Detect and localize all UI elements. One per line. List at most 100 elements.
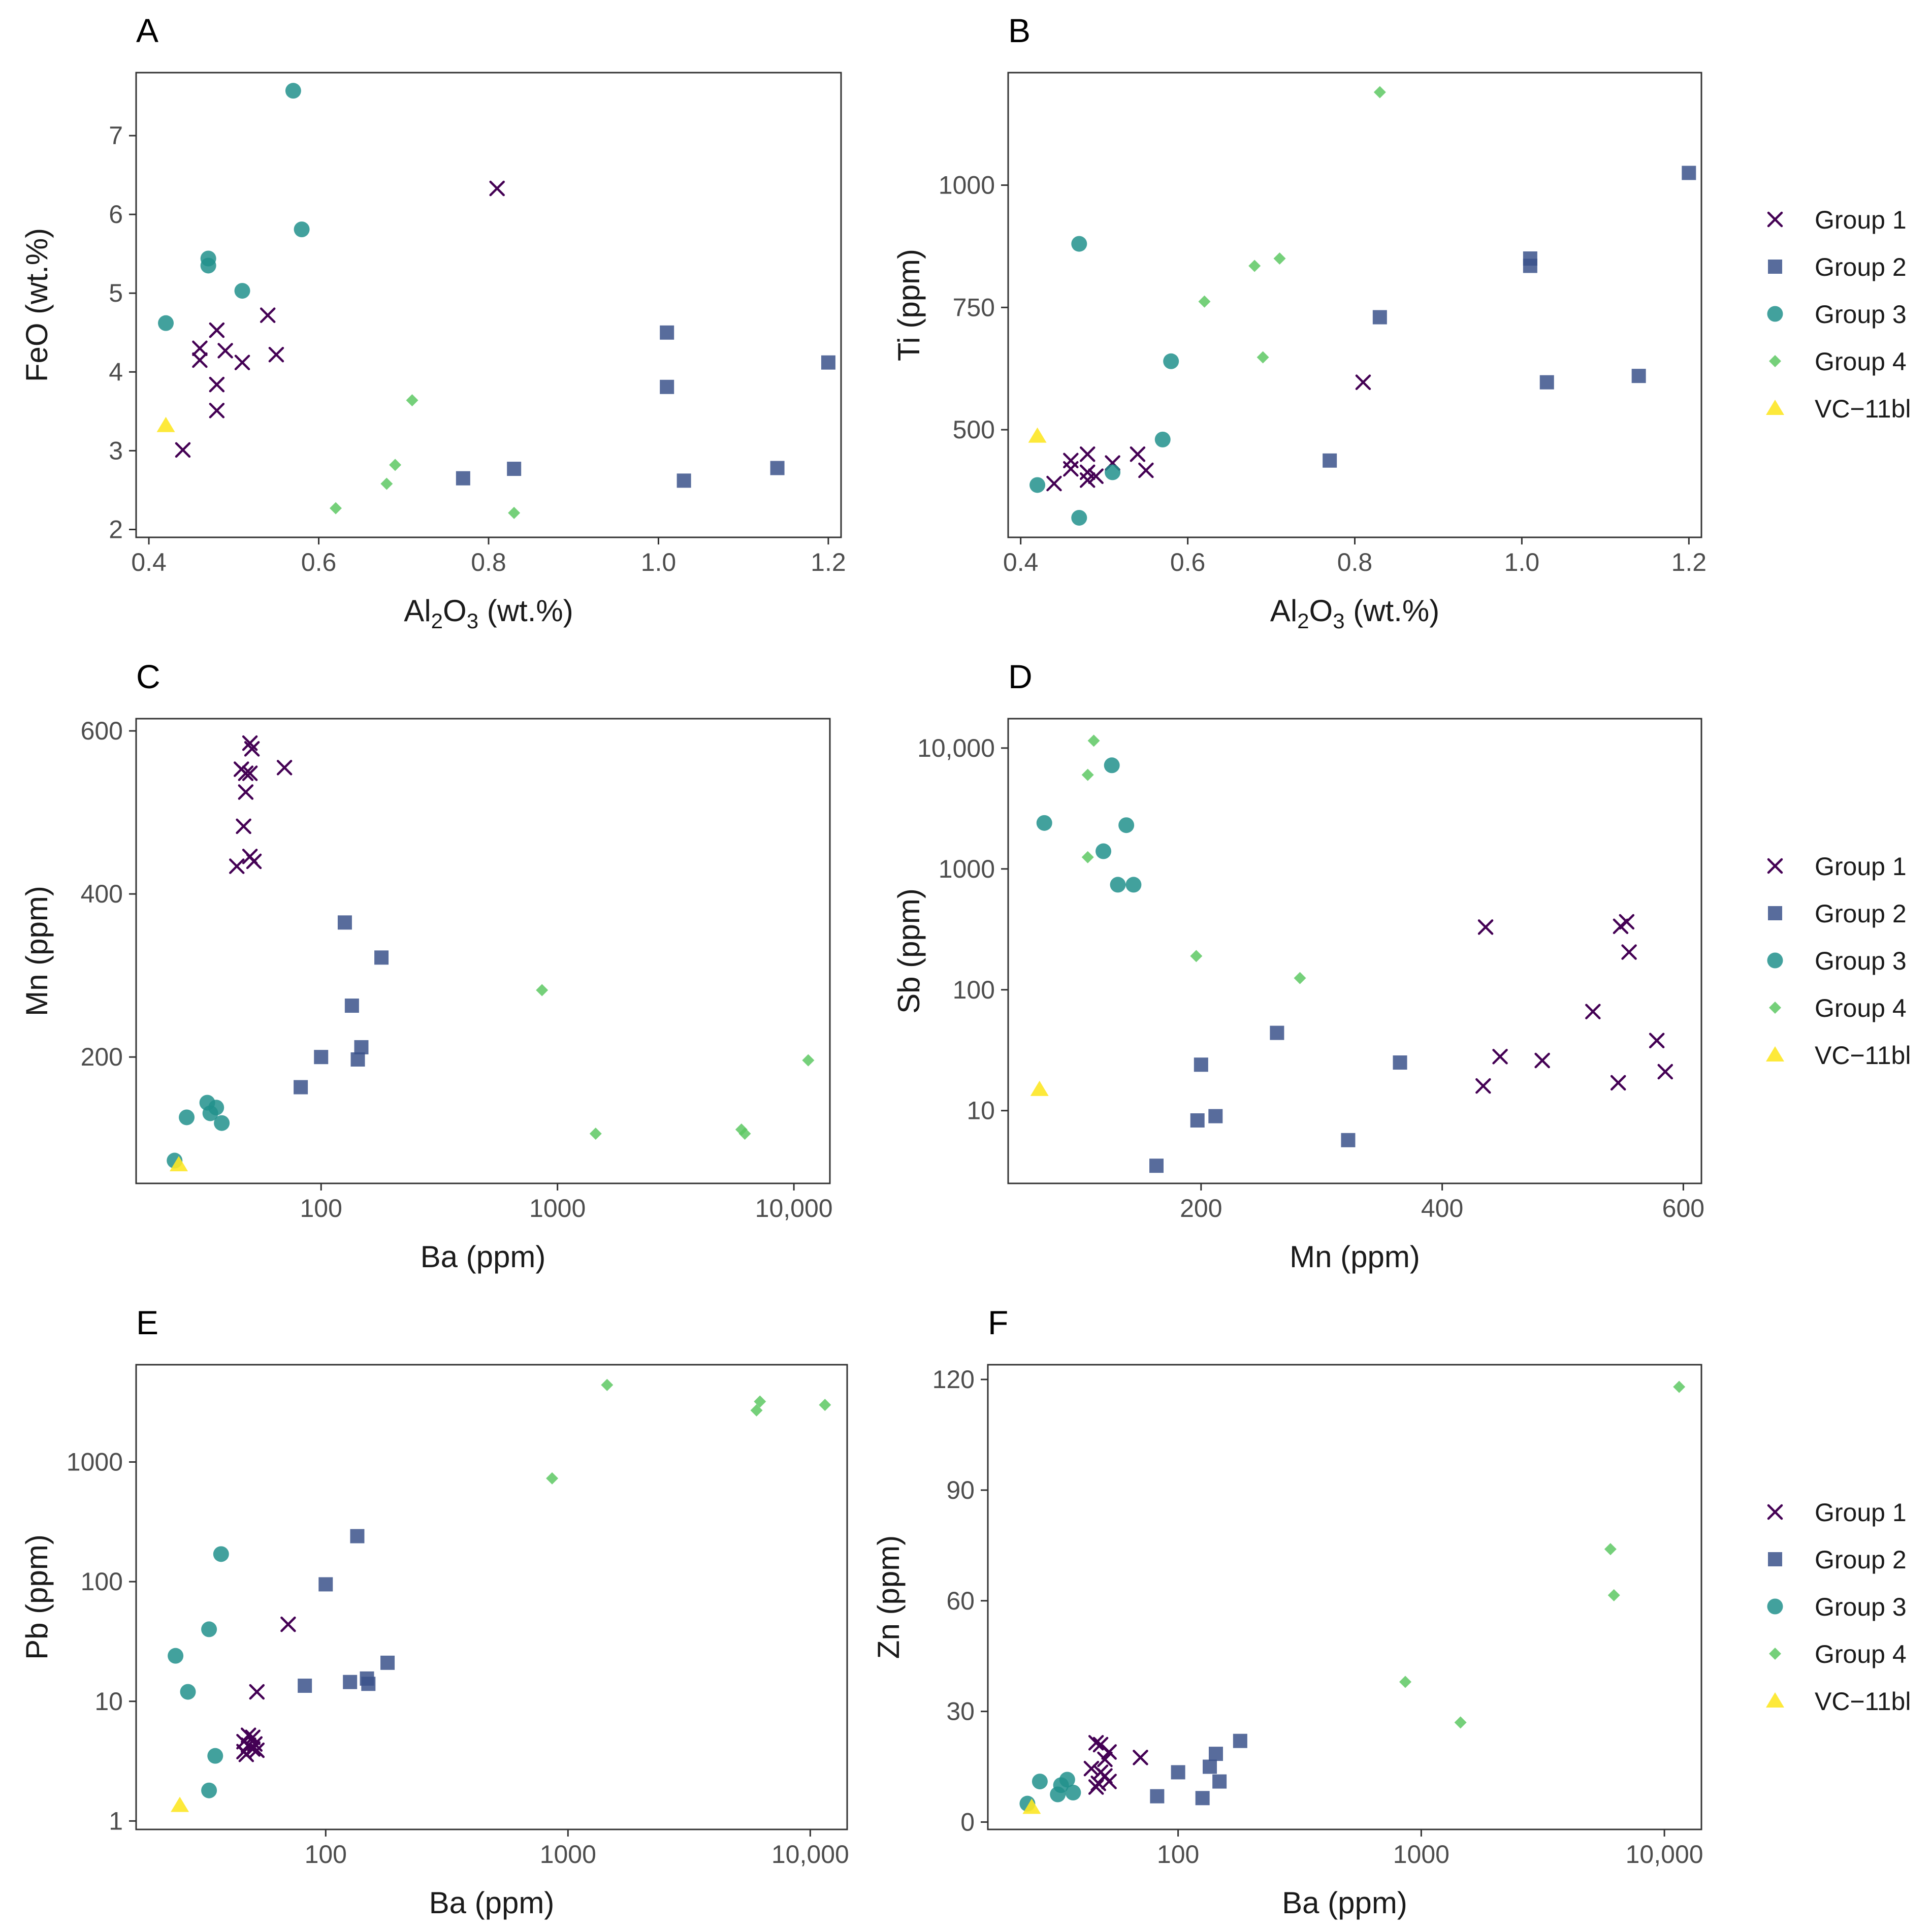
data-point: [1523, 259, 1537, 273]
series-group-2: [1323, 166, 1696, 468]
x-axis-title: Ba (ppm): [429, 1886, 555, 1920]
data-point: [1104, 757, 1120, 774]
legend-key-diamond: [1769, 1002, 1781, 1014]
panel-border: [135, 1364, 848, 1830]
data-point: [350, 1529, 365, 1543]
y-tick-label: 100: [81, 1567, 123, 1596]
legend-label: Group 4: [1815, 1640, 1907, 1668]
panel-a: A 0.4 0.6 0.8 1.0 1.2 2 3 4 5 6 7 Al2O3 (wt.%) FeO (w…: [20, 12, 846, 633]
data-point: [1088, 468, 1104, 484]
data-point: [601, 1378, 614, 1391]
data-point: [1105, 464, 1121, 480]
data-point: [536, 984, 549, 996]
legend-label: Group 4: [1815, 994, 1907, 1022]
series-group-4: [329, 394, 521, 519]
data-point: [1607, 1589, 1620, 1601]
data-point: [1208, 1747, 1223, 1761]
data-point: [1270, 1025, 1284, 1040]
data-point: [1657, 1064, 1673, 1080]
panel-e: E 100 1000 10,000 1 10 100 1000 Ba (ppm) Pb (ppm): [20, 1304, 849, 1920]
data-point: [821, 355, 835, 370]
data-point: [1154, 431, 1171, 447]
data-point: [249, 1684, 265, 1700]
data-point: [350, 1052, 365, 1067]
y-tick-label: 5: [109, 279, 123, 307]
y-tick-label: 200: [81, 1043, 123, 1071]
legend-item-group-2: Group 2: [1768, 253, 1907, 281]
data-point: [171, 1796, 189, 1812]
data-point: [1130, 446, 1146, 462]
y-axis-title: Pb (ppm): [20, 1534, 54, 1660]
panel-letter: B: [1008, 12, 1031, 49]
legend-key-triangle: [1766, 1692, 1784, 1708]
legend-key-circle: [1767, 1598, 1783, 1615]
data-point: [1534, 1052, 1550, 1069]
legend-label: Group 2: [1815, 1546, 1907, 1574]
panel-d: D 200 400 600 10 100 1000 10,000 Mn (ppm) Sb (ppm…: [892, 658, 1704, 1274]
data-point: [1096, 843, 1112, 859]
data-point: [1212, 1774, 1227, 1789]
legend-item-group-1: Group 1: [1767, 206, 1907, 234]
data-point: [1149, 1159, 1164, 1173]
data-point: [660, 325, 674, 340]
data-point: [329, 502, 342, 514]
legend-label: Group 3: [1815, 300, 1907, 329]
data-point: [508, 506, 521, 519]
legend-item-group-4: Group 4: [1769, 1640, 1907, 1668]
data-point: [1087, 734, 1100, 747]
data-point: [1118, 817, 1135, 833]
legend-item-group-3: Group 3: [1767, 1593, 1907, 1621]
data-point: [1682, 166, 1696, 180]
data-point: [1097, 1751, 1113, 1767]
data-point: [1190, 1113, 1205, 1128]
data-point: [1613, 918, 1629, 935]
series-group-4: [1081, 734, 1306, 984]
data-point: [246, 853, 262, 870]
data-point: [192, 340, 208, 357]
panel-c: C 100 1000 10,000 200 400 600 Ba (ppm) Mn (ppm): [20, 658, 833, 1274]
data-point: [1194, 1057, 1208, 1072]
data-point: [1257, 351, 1269, 364]
data-point: [1492, 1049, 1508, 1065]
y-tick-label: 500: [953, 415, 995, 444]
data-point: [1022, 1798, 1041, 1814]
x-axis-title: Ba (ppm): [421, 1240, 546, 1274]
series-group-1: [236, 1616, 296, 1762]
series-vc-11bl: [169, 1156, 188, 1172]
x-tick-label: 100: [305, 1840, 347, 1869]
legend-label: VC−11bl: [1815, 1041, 1911, 1070]
y-tick-label: 750: [953, 293, 995, 321]
data-point: [318, 1577, 333, 1592]
x-tick-label: 100: [1157, 1840, 1199, 1869]
data-point: [1475, 1078, 1491, 1094]
data-point: [234, 355, 250, 370]
data-point: [1539, 375, 1554, 390]
panel-border: [1007, 718, 1702, 1184]
data-point: [1083, 1760, 1100, 1777]
data-point: [1133, 1750, 1148, 1765]
series-group-3: [167, 1095, 230, 1169]
y-axis-title: Zn (ppm): [872, 1535, 906, 1659]
data-point: [1294, 972, 1306, 984]
series-vc-11bl: [1030, 1080, 1049, 1096]
data-point: [337, 915, 352, 930]
data-point: [1621, 944, 1637, 960]
series-group-3: [1036, 757, 1142, 893]
data-point: [507, 462, 522, 476]
data-point: [1195, 1791, 1210, 1806]
x-axis-title: Al2O3 (wt.%): [1270, 594, 1439, 633]
legend-label: Group 1: [1815, 1498, 1907, 1527]
data-point: [1138, 462, 1154, 478]
x-tick-label: 0.6: [301, 548, 337, 576]
legend-key-square: [1768, 260, 1782, 274]
data-point: [343, 1675, 358, 1689]
data-point: [660, 379, 674, 394]
panel-b: B 0.4 0.6 0.8 1.0 1.2 500 750 1000 Al2O3 (wt.%) Ti…: [892, 12, 1706, 633]
panel-letter: F: [988, 1304, 1008, 1341]
x-tick-label: 1.0: [1504, 548, 1540, 576]
data-point: [677, 473, 691, 488]
y-tick-label: 120: [932, 1365, 975, 1394]
data-point: [1163, 353, 1179, 369]
data-point: [238, 765, 254, 781]
